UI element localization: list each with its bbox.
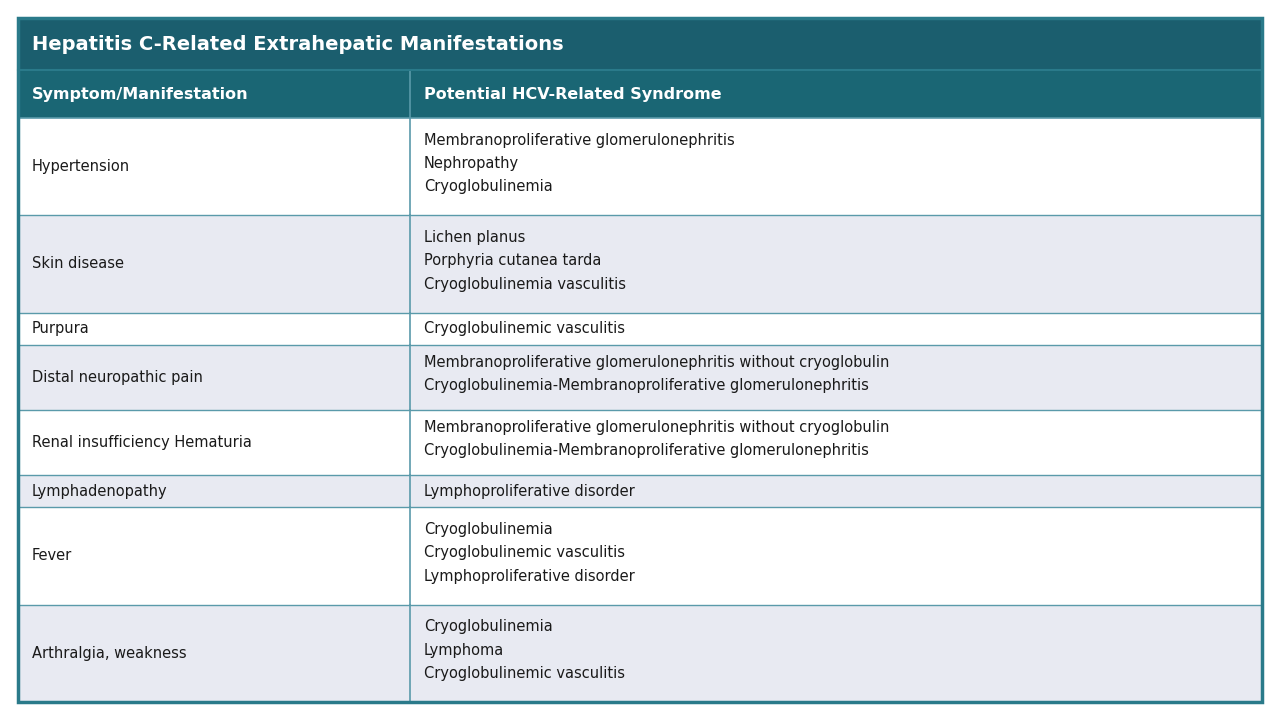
Bar (18, 410, 1262, 475)
Text: Cryoglobulinemia-Membranoproliferative glomerulonephritis: Cryoglobulinemia-Membranoproliferative g… (424, 443, 869, 458)
Text: Cryoglobulinemic vasculitis: Cryoglobulinemic vasculitis (424, 666, 625, 681)
Bar (18, 475, 1262, 508)
Text: Cryoglobulinemic vasculitis: Cryoglobulinemic vasculitis (424, 545, 625, 560)
Text: Fever: Fever (32, 549, 72, 564)
Text: Distal neuropathic pain: Distal neuropathic pain (32, 370, 202, 385)
Text: Membranoproliferative glomerulonephritis without cryoglobulin: Membranoproliferative glomerulonephritis… (424, 355, 890, 370)
Text: Cryoglobulinemic vasculitis: Cryoglobulinemic vasculitis (424, 321, 625, 336)
Text: Membranoproliferative glomerulonephritis without cryoglobulin: Membranoproliferative glomerulonephritis… (424, 420, 890, 435)
Text: Membranoproliferative glomerulonephritis: Membranoproliferative glomerulonephritis (424, 132, 735, 148)
Text: Cryoglobulinemia: Cryoglobulinemia (424, 619, 553, 634)
Bar (18, 215, 1262, 312)
Text: Lymphoproliferative disorder: Lymphoproliferative disorder (424, 569, 635, 584)
Bar (18, 345, 1262, 410)
Bar (18, 118, 1262, 215)
Text: Cryoglobulinemia vasculitis: Cryoglobulinemia vasculitis (424, 276, 626, 292)
Text: Cryoglobulinemia: Cryoglobulinemia (424, 522, 553, 537)
Text: Hepatitis C-Related Extrahepatic Manifestations: Hepatitis C-Related Extrahepatic Manifes… (32, 35, 563, 53)
Text: Renal insufficiency Hematuria: Renal insufficiency Hematuria (32, 435, 252, 450)
Text: Nephropathy: Nephropathy (424, 156, 518, 171)
Text: Lymphadenopathy: Lymphadenopathy (32, 484, 168, 499)
Text: Arthralgia, weakness: Arthralgia, weakness (32, 646, 187, 661)
Text: Porphyria cutanea tarda: Porphyria cutanea tarda (424, 253, 602, 269)
Text: Potential HCV-Related Syndrome: Potential HCV-Related Syndrome (424, 86, 722, 102)
Text: Lichen planus: Lichen planus (424, 230, 525, 245)
Text: Cryoglobulinemia-Membranoproliferative glomerulonephritis: Cryoglobulinemia-Membranoproliferative g… (424, 378, 869, 393)
Text: Purpura: Purpura (32, 321, 90, 336)
Bar (18, 312, 1262, 345)
Text: Hypertension: Hypertension (32, 159, 131, 174)
Text: Symptom/Manifestation: Symptom/Manifestation (32, 86, 248, 102)
Bar (18, 605, 1262, 702)
Text: Lymphoproliferative disorder: Lymphoproliferative disorder (424, 484, 635, 499)
Bar (18, 18, 1262, 70)
Text: Cryoglobulinemia: Cryoglobulinemia (424, 179, 553, 194)
Text: Lymphoma: Lymphoma (424, 643, 504, 657)
Bar (18, 508, 1262, 605)
Text: Skin disease: Skin disease (32, 256, 124, 271)
Bar (18, 70, 1262, 118)
